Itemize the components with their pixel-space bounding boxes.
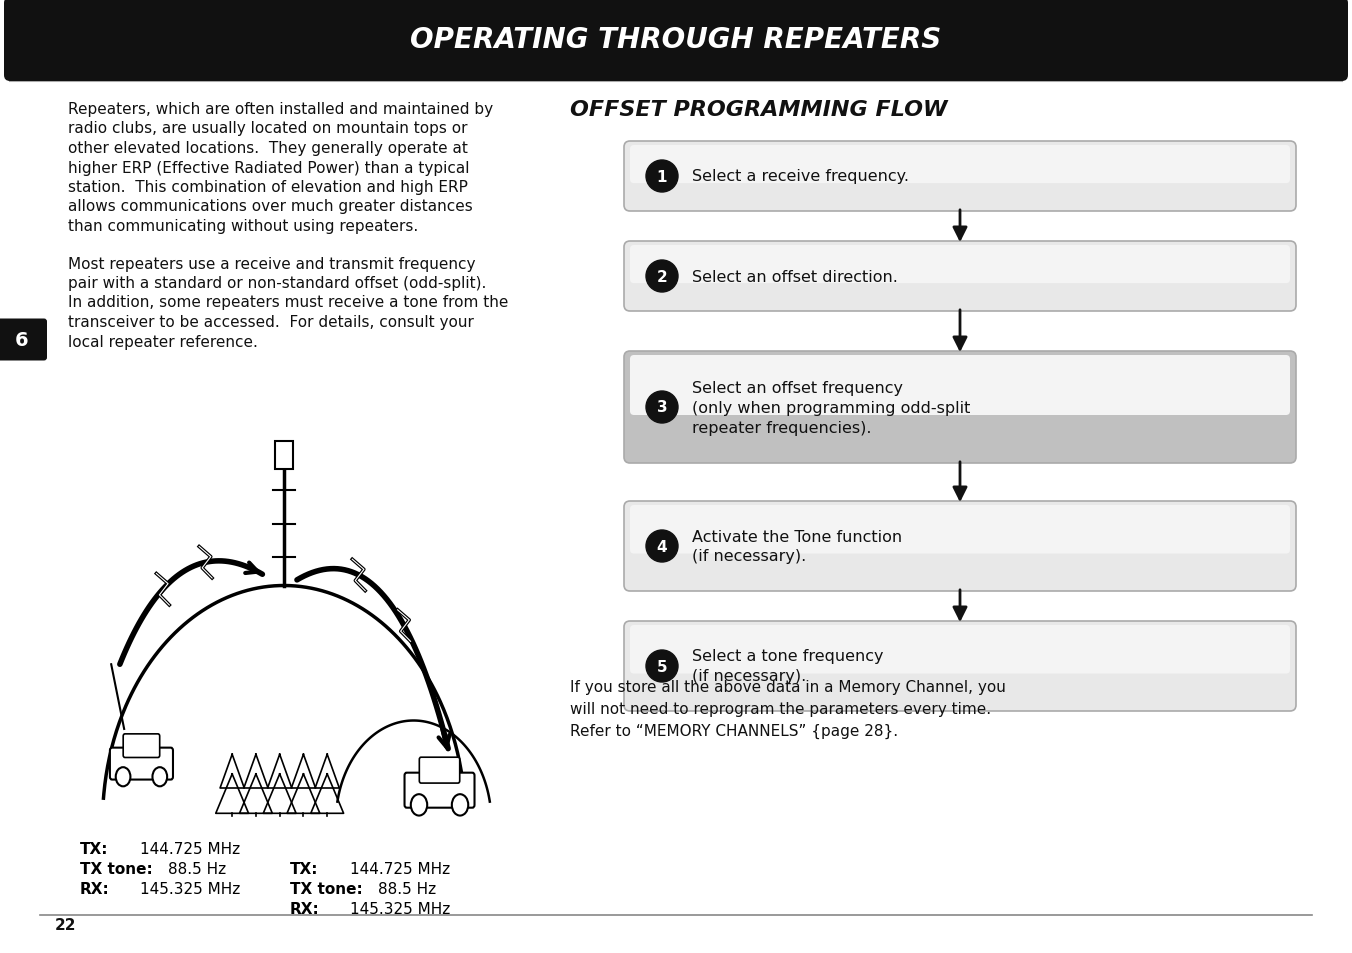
Text: OPERATING THROUGH REPEATERS: OPERATING THROUGH REPEATERS: [411, 26, 941, 54]
Text: OFFSET PROGRAMMING FLOW: OFFSET PROGRAMMING FLOW: [571, 100, 948, 120]
FancyBboxPatch shape: [630, 355, 1290, 416]
FancyBboxPatch shape: [4, 0, 1348, 82]
Text: Select a receive frequency.: Select a receive frequency.: [692, 170, 909, 184]
Text: 88.5 Hz: 88.5 Hz: [168, 862, 226, 876]
Text: 4: 4: [657, 539, 668, 554]
Circle shape: [646, 650, 677, 682]
Text: Select an offset frequency: Select an offset frequency: [692, 380, 903, 395]
Text: (only when programming odd-split: (only when programming odd-split: [692, 400, 971, 416]
Text: TX:: TX:: [289, 862, 319, 876]
Text: TX tone:: TX tone:: [80, 862, 153, 876]
FancyBboxPatch shape: [625, 621, 1297, 711]
Text: 22: 22: [55, 918, 77, 933]
FancyBboxPatch shape: [419, 758, 460, 783]
Text: 145.325 MHz: 145.325 MHz: [350, 901, 450, 916]
Circle shape: [646, 392, 677, 423]
Text: pair with a standard or non-standard offset (odd-split).: pair with a standard or non-standard off…: [68, 275, 487, 291]
Text: 2: 2: [657, 269, 668, 284]
Text: higher ERP (Effective Radiated Power) than a typical: higher ERP (Effective Radiated Power) th…: [68, 160, 469, 175]
Text: Activate the Tone function: Activate the Tone function: [692, 529, 902, 544]
FancyBboxPatch shape: [404, 773, 475, 808]
Circle shape: [411, 795, 427, 816]
Text: Most repeaters use a receive and transmit frequency: Most repeaters use a receive and transmi…: [68, 256, 476, 272]
Text: In addition, some repeaters must receive a tone from the: In addition, some repeaters must receive…: [68, 295, 508, 310]
Text: local repeater reference.: local repeater reference.: [68, 335, 258, 349]
Text: station.  This combination of elevation and high ERP: station. This combination of elevation a…: [68, 180, 468, 194]
Circle shape: [646, 261, 677, 293]
Circle shape: [646, 161, 677, 193]
Text: 144.725 MHz: 144.725 MHz: [141, 841, 241, 856]
FancyBboxPatch shape: [630, 505, 1290, 554]
Circle shape: [646, 531, 677, 562]
FancyBboxPatch shape: [625, 242, 1297, 312]
FancyBboxPatch shape: [123, 734, 160, 758]
FancyBboxPatch shape: [625, 501, 1297, 592]
Text: 145.325 MHz: 145.325 MHz: [141, 882, 241, 896]
Text: 3: 3: [657, 400, 668, 416]
Text: Select a tone frequency: Select a tone frequency: [692, 649, 883, 664]
Text: TX tone:: TX tone:: [289, 882, 362, 896]
Circle shape: [153, 767, 168, 786]
Text: RX:: RX:: [80, 882, 110, 896]
FancyBboxPatch shape: [625, 142, 1297, 212]
Text: repeater frequencies).: repeater frequencies).: [692, 420, 872, 435]
Text: 1: 1: [657, 170, 668, 184]
Text: Repeaters, which are often installed and maintained by: Repeaters, which are often installed and…: [68, 102, 493, 117]
FancyBboxPatch shape: [276, 441, 292, 469]
Text: will not need to reprogram the parameters every time.: will not need to reprogram the parameter…: [571, 701, 991, 717]
Circle shape: [452, 795, 468, 816]
FancyBboxPatch shape: [0, 319, 47, 361]
Text: (if necessary).: (if necessary).: [692, 669, 806, 684]
Text: (if necessary).: (if necessary).: [692, 549, 806, 564]
Text: 5: 5: [657, 659, 668, 674]
Text: Select an offset direction.: Select an offset direction.: [692, 269, 898, 284]
Text: Refer to “MEMORY CHANNELS” {page 28}.: Refer to “MEMORY CHANNELS” {page 28}.: [571, 723, 898, 739]
Text: 144.725 MHz: 144.725 MHz: [350, 862, 450, 876]
Text: other elevated locations.  They generally operate at: other elevated locations. They generally…: [68, 141, 468, 156]
Text: TX:: TX:: [80, 841, 108, 856]
Text: 88.5 Hz: 88.5 Hz: [379, 882, 437, 896]
Text: If you store all the above data in a Memory Channel, you: If you store all the above data in a Mem…: [571, 679, 1006, 695]
Circle shape: [116, 767, 130, 786]
FancyBboxPatch shape: [630, 146, 1290, 184]
FancyBboxPatch shape: [625, 352, 1297, 463]
Text: radio clubs, are usually located on mountain tops or: radio clubs, are usually located on moun…: [68, 121, 468, 136]
Text: than communicating without using repeaters.: than communicating without using repeate…: [68, 219, 418, 233]
Text: RX:: RX:: [289, 901, 320, 916]
Text: transceiver to be accessed.  For details, consult your: transceiver to be accessed. For details,…: [68, 314, 473, 330]
FancyBboxPatch shape: [630, 246, 1290, 284]
FancyBboxPatch shape: [630, 625, 1290, 674]
FancyBboxPatch shape: [110, 748, 173, 780]
Text: 6: 6: [15, 331, 28, 350]
Text: allows communications over much greater distances: allows communications over much greater …: [68, 199, 473, 214]
